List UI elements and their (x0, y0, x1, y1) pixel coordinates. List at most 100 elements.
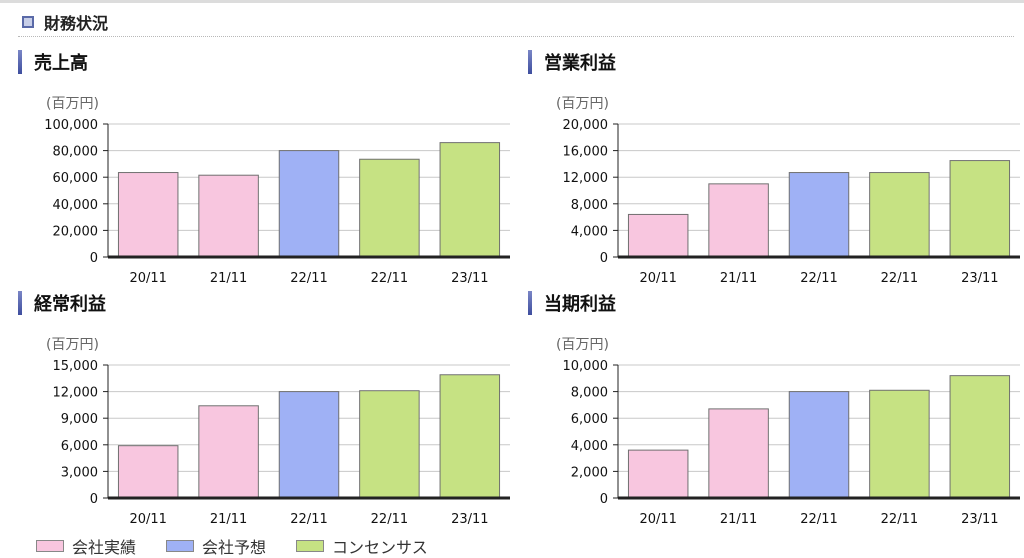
chart-title: 当期利益 (544, 294, 616, 315)
legend-item-forecast: 会社予想 (166, 534, 266, 558)
y-tick-label: 40,000 (53, 198, 99, 213)
legend-item-actual: 会社実績 (36, 534, 136, 558)
bar: 8,100 (869, 389, 930, 499)
chart-title: 売上高 (34, 53, 88, 74)
chart-operating-income: 営業利益 (百万円) 0 4,000 8,000 12,000 16,000 20,000 6… (528, 50, 1024, 290)
bar: 61,500 (198, 174, 259, 258)
x-tick-label: 20/11 (639, 512, 676, 527)
bar: 5,900 (117, 445, 179, 499)
legend-item-consensus: コンセンサス (296, 534, 428, 558)
y-tick-label: 15,000 (53, 359, 99, 374)
x-tick-label: 21/11 (210, 271, 247, 286)
y-axis-unit-label: (百万円) (556, 337, 609, 353)
y-tick-label: 4,000 (571, 224, 608, 239)
y-axis-unit-label: (百万円) (46, 337, 99, 353)
y-tick-label: 4,000 (571, 439, 608, 454)
section-divider (18, 36, 1014, 37)
section-title: 財務状況 (44, 14, 109, 33)
y-tick-label: 12,000 (53, 386, 99, 401)
x-tick-label: 22/11 (800, 271, 837, 286)
chart-heading: 経常利益 (18, 291, 106, 315)
chart-revenue: 売上高 (百万円) 0 20,000 40,000 60,000 80,000 100,00… (18, 50, 518, 290)
legend-label: コンセンサス (332, 538, 428, 557)
x-tick-label: 22/11 (290, 271, 327, 286)
top-divider (0, 0, 1024, 3)
bar: 14,500 (949, 160, 1011, 258)
y-tick-label: 0 (600, 492, 608, 507)
y-tick-label: 0 (600, 251, 608, 266)
x-tick-label: 22/11 (371, 512, 408, 527)
heading-bar-icon (528, 50, 532, 74)
bar: 8,000 (788, 391, 850, 499)
section-header: 財務状況 (22, 10, 108, 34)
y-tick-label: 20,000 (563, 118, 609, 133)
x-tick-label: 22/11 (371, 271, 408, 286)
y-tick-label: 80,000 (53, 145, 99, 160)
bar: 86,000 (439, 142, 501, 258)
y-tick-label: 60,000 (53, 171, 99, 186)
bar: 12,700 (788, 172, 850, 258)
chart-title: 経常利益 (34, 294, 106, 315)
bar: 10,400 (198, 405, 259, 499)
legend: 会社実績 会社予想 コンセンサス (36, 534, 458, 558)
heading-bar-icon (528, 291, 532, 315)
bar: 6,400 (627, 213, 689, 258)
x-tick-label: 20/11 (129, 271, 166, 286)
y-tick-label: 10,000 (563, 359, 609, 374)
y-tick-label: 8,000 (571, 198, 608, 213)
y-tick-label: 3,000 (61, 465, 98, 480)
x-tick-label: 23/11 (961, 271, 998, 286)
y-tick-label: 100,000 (44, 118, 98, 133)
chart-heading: 営業利益 (528, 50, 616, 74)
chart-title: 営業利益 (544, 53, 616, 74)
bar: 12,100 (359, 390, 420, 499)
x-tick-label: 21/11 (720, 271, 757, 286)
chart-net-income: 当期利益 (百万円) 0 2,000 4,000 6,000 8,000 10,000 3,6… (528, 291, 1024, 531)
y-tick-label: 9,000 (61, 412, 98, 427)
y-tick-label: 12,000 (563, 171, 609, 186)
bar: 12,000 (278, 391, 340, 499)
chart-heading: 売上高 (18, 50, 88, 74)
y-tick-label: 16,000 (563, 145, 609, 160)
legend-swatch (166, 540, 195, 552)
bar: 3,600 (627, 449, 689, 499)
bar: 12,700 (869, 172, 930, 258)
x-tick-label: 23/11 (451, 512, 488, 527)
chart-plot: (百万円) 0 4,000 8,000 12,000 16,000 20,000 6,400 2… (556, 96, 1020, 286)
y-tick-label: 0 (90, 492, 98, 507)
legend-swatch (36, 540, 64, 552)
chart-plot: (百万円) 0 3,000 6,000 9,000 12,000 15,000 5,900 20… (46, 337, 510, 527)
y-axis-unit-label: (百万円) (46, 96, 99, 112)
square-bullet-icon (22, 16, 34, 28)
x-tick-label: 20/11 (129, 512, 166, 527)
y-axis-unit-label: (百万円) (556, 96, 609, 112)
y-tick-label: 6,000 (61, 439, 98, 454)
x-tick-label: 21/11 (720, 512, 757, 527)
bar: 63,500 (117, 172, 179, 258)
x-tick-label: 21/11 (210, 512, 247, 527)
legend-label: 会社予想 (202, 538, 267, 557)
chart-heading: 当期利益 (528, 291, 616, 315)
bar: 11,000 (708, 183, 769, 258)
y-tick-label: 0 (90, 251, 98, 266)
legend-label: 会社実績 (72, 538, 137, 557)
x-tick-label: 22/11 (881, 271, 918, 286)
x-tick-label: 22/11 (800, 512, 837, 527)
x-tick-label: 22/11 (290, 512, 327, 527)
x-tick-label: 23/11 (961, 512, 998, 527)
legend-swatch (296, 540, 325, 552)
x-tick-label: 23/11 (451, 271, 488, 286)
chart-plot: (百万円) 0 20,000 40,000 60,000 80,000 100,000 63,… (44, 96, 510, 286)
heading-bar-icon (18, 291, 22, 315)
y-tick-label: 6,000 (571, 412, 608, 427)
bar: 13,900 (439, 374, 501, 499)
x-tick-label: 20/11 (639, 271, 676, 286)
bar: 80,000 (278, 150, 340, 258)
y-tick-label: 8,000 (571, 386, 608, 401)
y-tick-label: 20,000 (53, 224, 99, 239)
y-tick-label: 2,000 (571, 465, 608, 480)
chart-ordinary-income: 経常利益 (百万円) 0 3,000 6,000 9,000 12,000 15,000 5,… (18, 291, 518, 531)
bar: 73,500 (359, 158, 420, 258)
bar: 6,700 (708, 408, 769, 499)
bar: 9,200 (949, 375, 1011, 499)
